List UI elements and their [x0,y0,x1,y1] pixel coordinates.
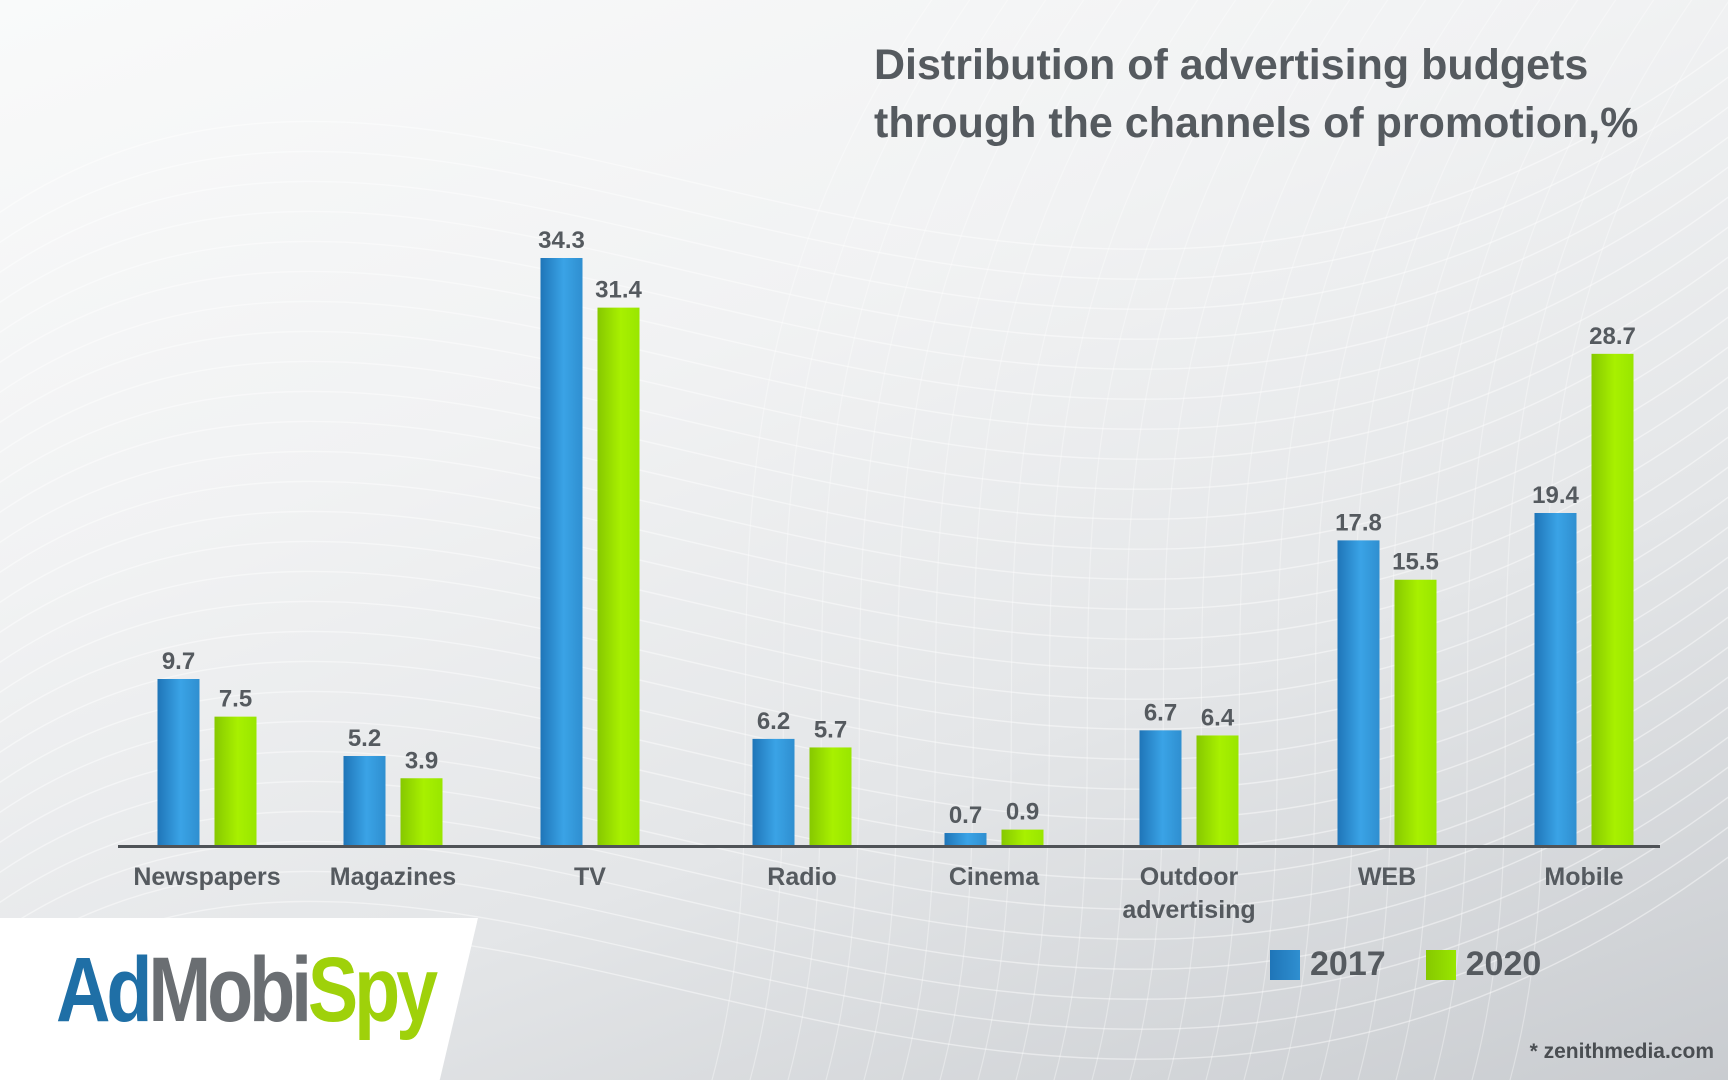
bar-2017-2 [540,258,583,845]
chart-title: Distribution of advertising budgets thro… [874,36,1714,152]
category-label-3-0: Radio [767,863,836,891]
bar-2020-2 [597,307,640,845]
chart-title-line-2: through the channels of promotion,% [874,99,1639,147]
value-label-2017-2: 34.3 [538,227,585,254]
bar-2020-5 [1196,735,1239,845]
chart-title-line-1: Distribution of advertising budgets [874,41,1589,89]
admobispy-logo: AdMobiSpy [56,938,438,1043]
value-label-2020-1: 3.9 [405,747,438,774]
bar-2017-5 [1139,730,1182,845]
bar-2020-1 [400,778,443,845]
value-label-2020-3: 5.7 [814,716,847,743]
value-label-2017-3: 6.2 [757,708,790,735]
bar-2017-0 [157,678,200,845]
logo-ad: Ad [56,939,152,1041]
legend: 2017 2020 [1270,945,1581,984]
category-label-6-0: WEB [1358,863,1416,891]
legend-swatch-2020 [1425,949,1456,980]
bar-2020-4 [1001,829,1044,845]
value-label-2017-0: 9.7 [162,648,195,675]
value-label-2020-0: 7.5 [219,686,252,713]
category-label-2-0: TV [574,863,606,891]
logo-spy: Spy [307,939,438,1041]
value-label-2017-4: 0.7 [949,802,982,829]
logo-box [0,918,478,1080]
legend-swatch-2017 [1270,949,1300,980]
legend-item-2020: 2020 [1425,945,1542,984]
bar-2020-6 [1394,579,1437,845]
category-label-7-0: Mobile [1544,863,1623,891]
bar-2017-6 [1337,540,1380,845]
bar-2017-4 [944,833,987,845]
value-label-2020-6: 15.5 [1392,549,1439,576]
value-label-2020-2: 31.4 [595,277,642,304]
bar-2020-3 [809,747,852,845]
value-label-2020-7: 28.7 [1589,323,1636,350]
bar-2017-3 [752,738,795,845]
category-label-4-0: Cinema [949,863,1040,891]
legend-item-2017: 2017 [1270,945,1386,984]
bar-2017-1 [343,756,386,845]
legend-label-2020: 2020 [1465,945,1542,983]
logo-mobi: Mobi [148,939,312,1041]
category-label-1-0: Magazines [330,863,456,891]
value-label-2017-6: 17.8 [1335,509,1382,536]
bar-2020-7 [1591,353,1634,845]
value-label-2017-1: 5.2 [348,725,381,752]
source-note: * zenithmedia.com [1529,1040,1714,1063]
value-label-2017-5: 6.7 [1144,699,1177,726]
value-label-2017-7: 19.4 [1532,482,1579,509]
bar-2020-0 [214,716,257,845]
category-label-5-0: Outdoor [1140,863,1239,891]
category-label-5-1: advertising [1122,896,1255,924]
bar-2017-7 [1534,512,1577,845]
legend-label-2017: 2017 [1310,945,1386,983]
category-label-0-0: Newspapers [133,863,280,891]
value-label-2020-4: 0.9 [1006,799,1039,826]
value-label-2020-5: 6.4 [1201,704,1235,731]
